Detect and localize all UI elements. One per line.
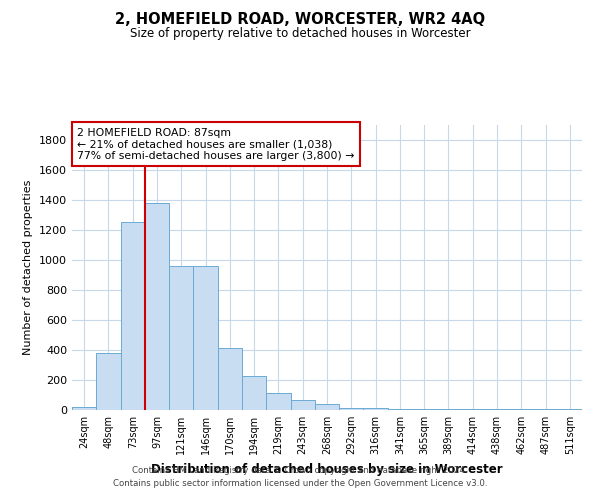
Bar (461, 409, 485, 410)
Bar (242, 376, 266, 410)
Bar (533, 409, 558, 410)
Bar (290, 400, 315, 410)
Bar (193, 266, 218, 410)
Bar (169, 266, 193, 410)
Bar (436, 409, 461, 410)
Y-axis label: Number of detached properties: Number of detached properties (23, 180, 34, 355)
Bar (121, 222, 145, 410)
Text: Size of property relative to detached houses in Worcester: Size of property relative to detached ho… (130, 28, 470, 40)
Text: Contains HM Land Registry data © Crown copyright and database right 2024.
Contai: Contains HM Land Registry data © Crown c… (113, 466, 487, 487)
Bar (485, 409, 509, 410)
Bar (72, 407, 96, 410)
Bar (96, 353, 121, 410)
Text: 2 HOMEFIELD ROAD: 87sqm
← 21% of detached houses are smaller (1,038)
77% of semi: 2 HOMEFIELD ROAD: 87sqm ← 21% of detache… (77, 128, 355, 161)
Bar (558, 409, 582, 410)
Bar (218, 348, 242, 410)
Bar (509, 409, 533, 410)
Bar (388, 409, 412, 410)
Bar (364, 408, 388, 410)
Bar (145, 203, 169, 410)
Bar (412, 409, 436, 410)
Bar (315, 404, 339, 410)
Bar (266, 393, 290, 410)
X-axis label: Distribution of detached houses by size in Worcester: Distribution of detached houses by size … (151, 462, 503, 475)
Text: 2, HOMEFIELD ROAD, WORCESTER, WR2 4AQ: 2, HOMEFIELD ROAD, WORCESTER, WR2 4AQ (115, 12, 485, 28)
Bar (339, 408, 364, 410)
